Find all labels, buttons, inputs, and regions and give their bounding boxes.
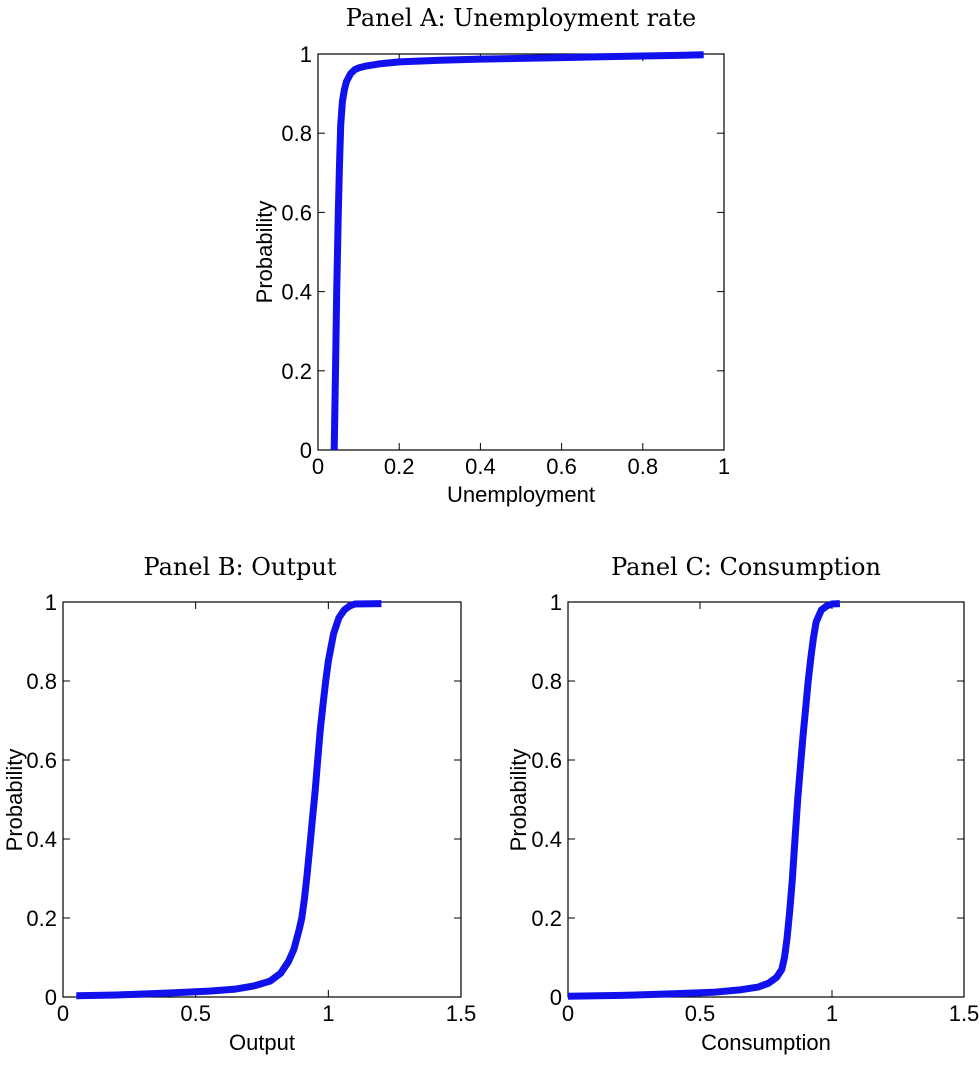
panel-a-y-tick-label: 0.4 xyxy=(281,280,312,305)
panel-c-y-tick-label: 1 xyxy=(550,590,562,615)
panel-c-plot-frame xyxy=(567,601,965,998)
panel-a-y-axis-label: Probability xyxy=(252,201,277,304)
panel-b-y-tick-label: 0.2 xyxy=(26,906,57,931)
panel-a-y-tick-label: 0 xyxy=(300,438,312,463)
panel-c-y-tick-label: 0.6 xyxy=(531,748,562,773)
panel-a-title: Panel A: Unemployment rate xyxy=(346,4,696,32)
panel-b-ticks: 0 0.5 1 1.5 0 0.2 0.4 0.6 0.8 1 xyxy=(26,590,476,1026)
panel-c-y-tick-label: 0.8 xyxy=(531,669,562,694)
panel-b-x-tick-label: 0.5 xyxy=(180,1001,211,1026)
panel-b-y-tick-label: 0.8 xyxy=(26,669,57,694)
panel-b-cdf-line xyxy=(76,600,382,1000)
panel-a-x-tick-label: 0 xyxy=(312,454,324,479)
panel-a: Panel A: Unemployment rate 0 0.2 0.4 0.6 0.8… xyxy=(252,4,730,507)
panel-c-title: Panel C: Consumption xyxy=(611,553,881,581)
panel-c: Panel C: Consumption 0 0.5 1 1.500.20.40.60… xyxy=(506,553,979,1055)
panel-c-x-tick-label: 1.5 xyxy=(949,1001,980,1026)
panel-c-x-axis-label: Consumption xyxy=(701,1030,831,1055)
panel-b-y-tick-label: 0 xyxy=(45,985,57,1010)
panel-c-y-tick-label: 0.4 xyxy=(531,827,562,852)
panel-a-x-tick-label: 0.4 xyxy=(465,454,496,479)
panel-c-x-tick-label: 1 xyxy=(826,1001,838,1026)
panel-a-y-tick-label: 1 xyxy=(300,42,312,67)
panel-b-y-tick-label: 0.6 xyxy=(26,748,57,773)
panel-b-y-axis-label: Probability xyxy=(2,749,27,852)
panel-b-x-tick-label: 0 xyxy=(57,1001,69,1026)
panel-b: Panel B: Output 0 0.5 1 1.5 0 0.2 0.4 0.6 0.8 1 O… xyxy=(2,553,476,1055)
panel-a-x-tick-label: 0.2 xyxy=(384,454,415,479)
panel-a-y-tick-label: 0.6 xyxy=(281,200,312,225)
panel-b-y-tick-label: 0.4 xyxy=(26,827,57,852)
panel-c-y-axis-label: Probability xyxy=(506,749,531,852)
panel-b-x-tick-label: 1 xyxy=(322,1001,334,1026)
panel-a-y-tick-label: 0.2 xyxy=(281,359,312,384)
panel-c-y-tick-label: 0 xyxy=(550,985,562,1010)
panel-c-x-tick-label: 0.5 xyxy=(685,1001,716,1026)
panel-b-title: Panel B: Output xyxy=(144,553,337,581)
panel-b-plot-frame xyxy=(62,601,462,998)
panel-a-x-tick-label: 1 xyxy=(718,454,730,479)
panel-a-x-axis-label: Unemployment xyxy=(447,482,595,507)
panel-a-x-tick-label: 0.6 xyxy=(546,454,577,479)
panel-b-x-axis-label: Output xyxy=(229,1030,295,1055)
panel-b-y-tick-label: 1 xyxy=(45,590,57,615)
panel-a-x-tick-label: 0.8 xyxy=(628,454,659,479)
panel-a-y-tick-label: 0.8 xyxy=(281,121,312,146)
panel-a-ticks: 0 0.2 0.4 0.6 0.8 1 0 0.2 0.4 0.6 0.8 1 xyxy=(281,42,730,479)
panel-c-cdf-line xyxy=(567,600,841,1000)
panel-a-plot-frame xyxy=(317,53,725,451)
panel-a-cdf-line xyxy=(330,51,704,451)
panel-c-y-tick-label: 0.2 xyxy=(531,906,562,931)
panel-c-ticks: 0 0.5 1 1.5 0 0.2 0.4 0.6 0.8 1 xyxy=(531,590,979,1026)
panel-b-x-tick-label: 1.5 xyxy=(446,1001,477,1026)
panel-c-x-tick-label: 0 xyxy=(562,1001,574,1026)
